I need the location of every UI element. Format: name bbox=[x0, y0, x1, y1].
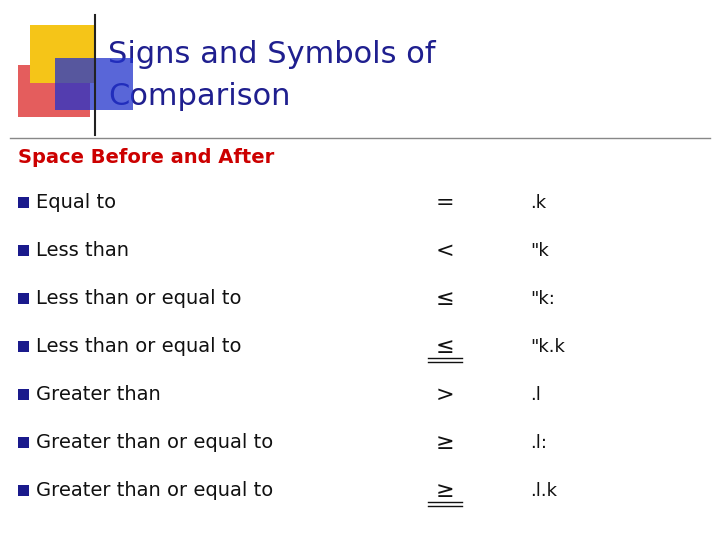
Text: Equal to: Equal to bbox=[36, 193, 116, 213]
Text: Greater than or equal to: Greater than or equal to bbox=[36, 434, 274, 453]
Bar bbox=[18, 65, 90, 117]
Text: .l.k: .l.k bbox=[530, 482, 557, 500]
Text: "k: "k bbox=[530, 242, 549, 260]
Text: Space Before and After: Space Before and After bbox=[18, 148, 274, 167]
Bar bbox=[18, 197, 29, 208]
Bar bbox=[18, 485, 29, 496]
Text: "k:: "k: bbox=[530, 290, 555, 308]
Text: >: > bbox=[436, 385, 454, 405]
Bar bbox=[30, 25, 95, 83]
Text: Less than or equal to: Less than or equal to bbox=[36, 338, 241, 356]
Text: ≥: ≥ bbox=[436, 433, 454, 453]
Bar bbox=[18, 245, 29, 256]
Bar bbox=[18, 389, 29, 400]
Text: .l:: .l: bbox=[530, 434, 547, 452]
Bar bbox=[18, 341, 29, 352]
Bar bbox=[18, 293, 29, 304]
Bar bbox=[18, 437, 29, 448]
Text: Comparison: Comparison bbox=[108, 82, 290, 111]
Text: .k: .k bbox=[530, 194, 546, 212]
Text: .l: .l bbox=[530, 386, 541, 404]
Text: ≤: ≤ bbox=[436, 337, 454, 357]
Text: =: = bbox=[436, 193, 454, 213]
Text: Less than: Less than bbox=[36, 241, 129, 260]
Text: ≤: ≤ bbox=[436, 289, 454, 309]
Text: "k.k: "k.k bbox=[530, 338, 565, 356]
Text: Signs and Symbols of: Signs and Symbols of bbox=[108, 40, 436, 69]
Text: ≥: ≥ bbox=[436, 481, 454, 501]
Text: Less than or equal to: Less than or equal to bbox=[36, 289, 241, 308]
Text: Greater than or equal to: Greater than or equal to bbox=[36, 482, 274, 501]
Bar bbox=[55, 58, 133, 110]
Text: Greater than: Greater than bbox=[36, 386, 161, 404]
Text: <: < bbox=[436, 241, 454, 261]
